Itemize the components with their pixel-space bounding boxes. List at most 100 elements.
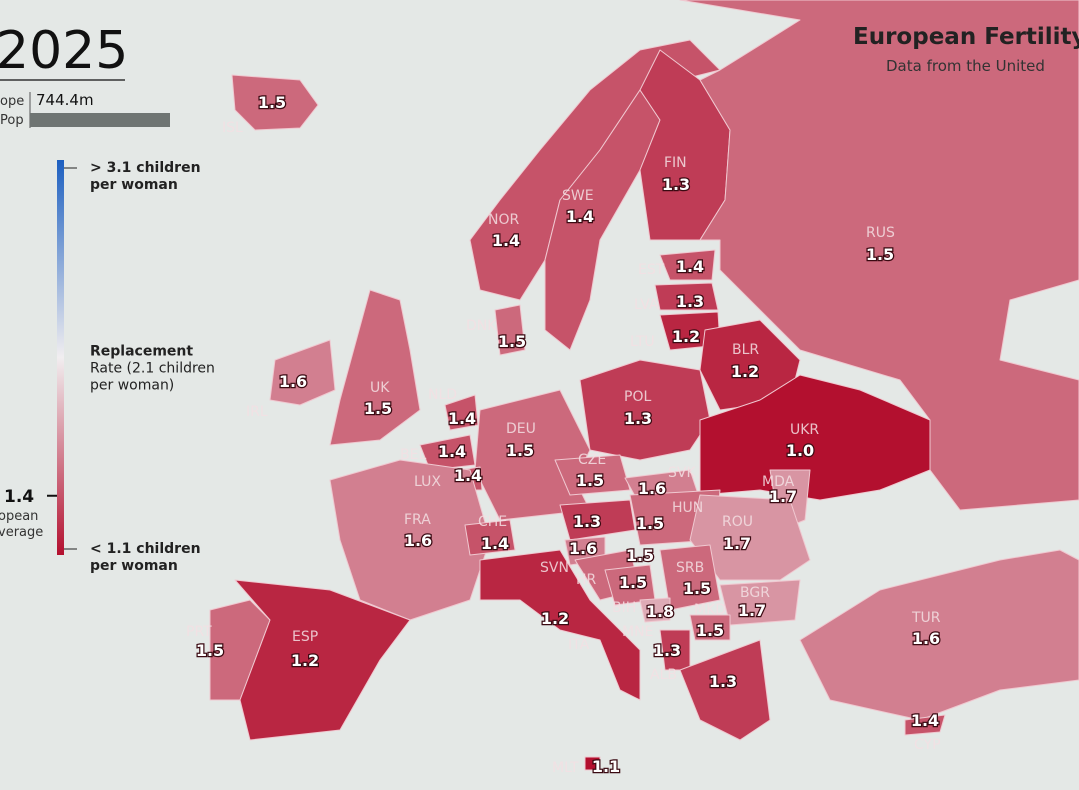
country-value: 1.2 bbox=[541, 609, 569, 628]
country-code: CZE bbox=[578, 452, 606, 468]
country-code: DNK bbox=[466, 318, 497, 334]
country-value: 1.2 bbox=[291, 651, 319, 670]
average-value: 1.4 bbox=[4, 487, 34, 507]
country-shape bbox=[659, 544, 721, 611]
country-value: 1.5 bbox=[683, 579, 711, 598]
country-value: 1.4 bbox=[492, 231, 520, 250]
country-value: 1.3 bbox=[709, 672, 737, 691]
population-bar bbox=[30, 113, 170, 127]
country-value: 1.5 bbox=[498, 332, 526, 351]
country-code: FIN bbox=[664, 155, 687, 171]
country-code: ITA bbox=[568, 637, 590, 653]
country-shape bbox=[559, 499, 636, 541]
country-code: BIH bbox=[612, 600, 636, 616]
country-code: BLR bbox=[732, 342, 759, 358]
country-value: 1.6 bbox=[279, 372, 307, 391]
country-value: 1.5 bbox=[364, 399, 392, 418]
country-code: BEL bbox=[400, 447, 426, 463]
country-shape bbox=[799, 549, 1079, 721]
country-code: UK bbox=[370, 380, 390, 396]
country-value: 1.7 bbox=[769, 487, 797, 506]
country-value: 1.0 bbox=[786, 441, 814, 460]
country-shape bbox=[419, 434, 476, 471]
country-code: DEU bbox=[506, 421, 536, 437]
country-shape bbox=[269, 339, 336, 406]
country-shape bbox=[329, 459, 491, 621]
country-value: 1.6 bbox=[638, 479, 666, 498]
countries bbox=[209, 0, 1079, 771]
country-code: ALB bbox=[650, 667, 677, 683]
country-value: 1.3 bbox=[662, 175, 690, 194]
country-value: 1.4 bbox=[448, 409, 476, 428]
country-value: 1.3 bbox=[653, 641, 681, 660]
country-code: HUN bbox=[672, 500, 703, 516]
country-value: 1.4 bbox=[454, 466, 482, 485]
country-code: POL bbox=[624, 389, 651, 405]
country-code: FRA bbox=[404, 512, 431, 528]
country-value: 1.5 bbox=[196, 641, 224, 660]
country-value: 1.3 bbox=[624, 409, 652, 428]
country-code: RUS bbox=[866, 225, 895, 241]
country-shape bbox=[234, 579, 411, 741]
color-scale bbox=[57, 160, 64, 555]
country-value: 1.5 bbox=[506, 441, 534, 460]
country-shape bbox=[479, 549, 641, 701]
country-shape bbox=[659, 249, 716, 281]
title: European Fertility bbox=[853, 24, 1079, 50]
country-labels: ISL 1.5 NOR 1.4 SWE 1.4 FIN 1.3 RUS 1.5 EST 1.4 LVA 1… bbox=[186, 92, 941, 778]
country-value: 1.7 bbox=[723, 534, 751, 553]
country-value: 1.5 bbox=[258, 93, 286, 112]
legend-label: per woman) bbox=[90, 378, 174, 394]
country-value: 1.2 bbox=[731, 362, 759, 381]
legend-label: > 3.1 children bbox=[90, 160, 201, 176]
country-value: 1.3 bbox=[573, 512, 601, 531]
country-shape bbox=[689, 494, 811, 581]
country-value: 1.2 bbox=[672, 327, 700, 346]
country-code: MLT bbox=[552, 760, 579, 776]
country-shape bbox=[494, 304, 526, 356]
country-value: 1.6 bbox=[569, 539, 597, 558]
country-code: PRT bbox=[186, 624, 212, 640]
country-code: LVA bbox=[634, 297, 659, 313]
country-value: 1.8 bbox=[646, 602, 674, 621]
country-code: MDA bbox=[762, 474, 795, 490]
country-code: LUX bbox=[414, 474, 441, 490]
country-code: CYP bbox=[914, 737, 941, 753]
country-code: SWE bbox=[562, 188, 594, 204]
pop-label: ope bbox=[0, 94, 24, 109]
legend-label: Rate (2.1 children bbox=[90, 361, 215, 377]
country-value: 1.4 bbox=[676, 257, 704, 276]
country-value: 1.5 bbox=[576, 471, 604, 490]
country-shape bbox=[654, 282, 719, 311]
legend-label: < 1.1 children bbox=[90, 541, 201, 557]
country-code: SVK bbox=[668, 465, 696, 481]
country-shape bbox=[679, 0, 1079, 511]
country-shape bbox=[584, 756, 601, 771]
country-value: 1.6 bbox=[912, 629, 940, 648]
subtitle: Data from the United bbox=[886, 57, 1045, 75]
legend-label: per woman bbox=[90, 558, 178, 574]
country-code: ISL bbox=[222, 120, 243, 136]
country-code: SRB bbox=[676, 560, 704, 576]
country-code: BGR bbox=[740, 585, 770, 601]
country-code: MNE bbox=[622, 624, 653, 640]
country-value: 1.4 bbox=[438, 442, 466, 461]
country-shape bbox=[904, 714, 946, 736]
country-value: 1.3 bbox=[676, 292, 704, 311]
country-value: 1.7 bbox=[738, 601, 766, 620]
country-shape bbox=[444, 394, 479, 431]
legend-label: Replacement bbox=[90, 344, 193, 360]
country-value: 1.5 bbox=[626, 546, 654, 565]
country-value: 1.4 bbox=[911, 711, 939, 730]
country-shape bbox=[689, 614, 731, 641]
country-code: EST bbox=[638, 262, 665, 278]
country-value: 1.6 bbox=[404, 531, 432, 550]
country-code: CHE bbox=[478, 514, 507, 530]
country-shape bbox=[719, 579, 801, 626]
pop-label: Pop bbox=[0, 113, 24, 128]
country-shape bbox=[464, 519, 516, 556]
country-value: 1.5 bbox=[619, 573, 647, 592]
country-value: 1.5 bbox=[866, 245, 894, 264]
